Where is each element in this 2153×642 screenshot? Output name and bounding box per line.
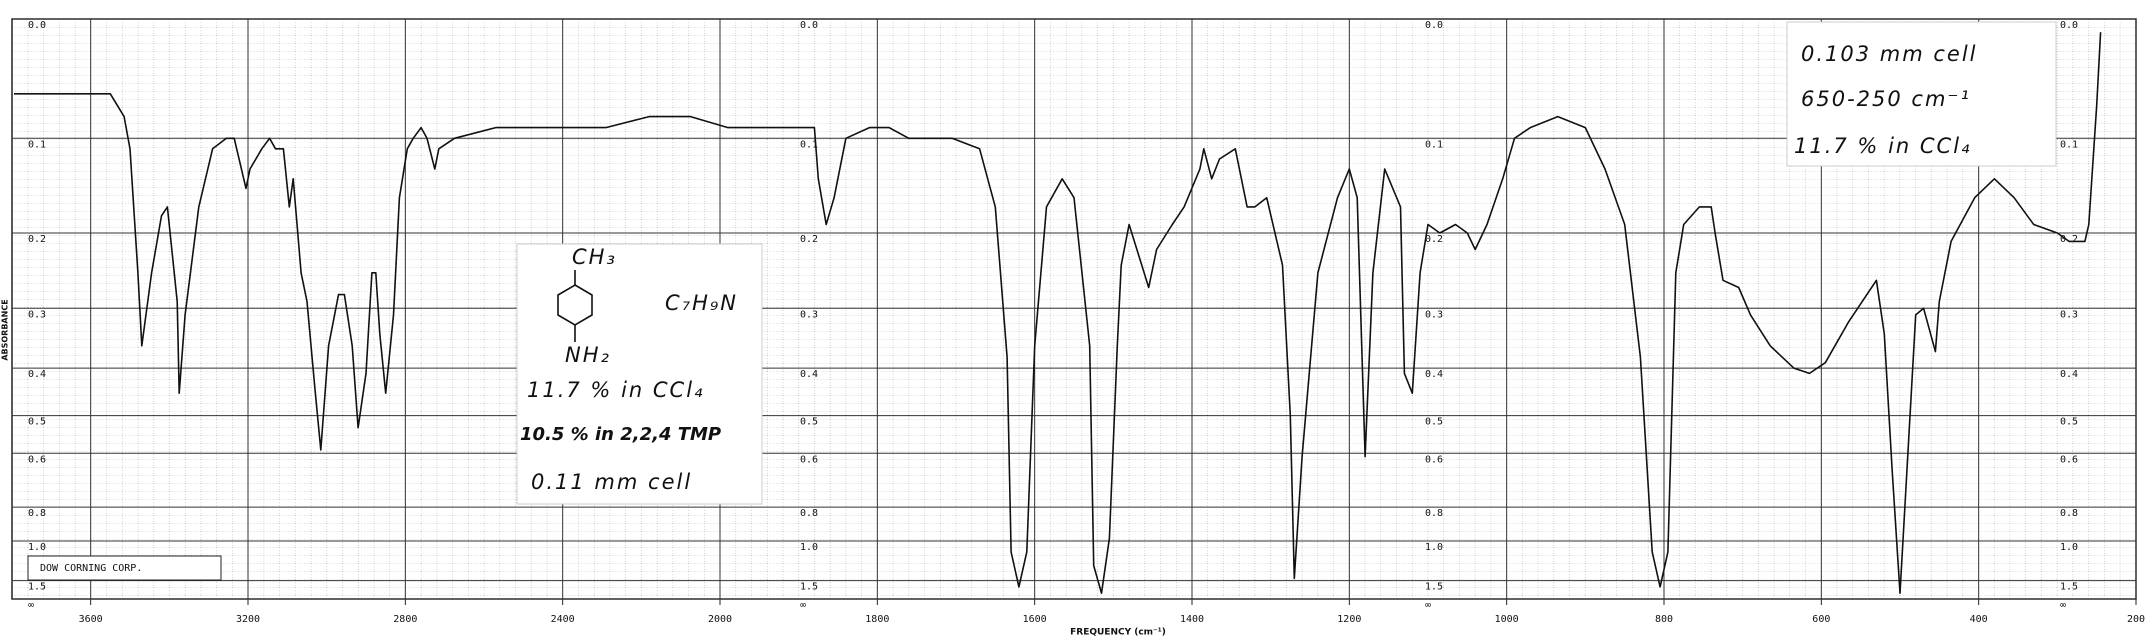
y-tick-label: 0.8 (2060, 508, 2078, 519)
y-tick-label: 0.8 (1425, 508, 1443, 519)
y-tick-label: 0.0 (800, 20, 818, 31)
note-box (516, 243, 763, 505)
y-tick-label: 0.4 (28, 369, 46, 380)
formula: C₇H₉N (665, 291, 738, 315)
y-tick-label: 0.0 (2060, 20, 2078, 31)
y-tick-label: 0.6 (2060, 454, 2078, 465)
y-tick-label: ∞ (2060, 600, 2066, 611)
y-tick-label: 0.3 (2060, 309, 2078, 320)
y-tick-label: 0.5 (800, 417, 818, 428)
y-tick-label: 0.3 (1425, 309, 1443, 320)
y-tick-label: ∞ (800, 600, 806, 611)
y-tick-label: 0.5 (1425, 417, 1443, 428)
minor-grid (12, 19, 2136, 599)
x-tick-label: 1200 (1337, 614, 1361, 625)
x-tick-label: 400 (1970, 614, 1988, 625)
y-tick-label: 0.2 (28, 234, 46, 245)
y-tick-label: 0.1 (28, 139, 46, 150)
y-tick-label: ∞ (28, 600, 34, 611)
y-axis-title: ABSORBANCE (1, 299, 10, 360)
y-tick-label: ∞ (1425, 600, 1431, 611)
concentration: 10.5 % in 2,2,4 TMP (520, 424, 721, 445)
amine-label: NH₂ (565, 343, 611, 367)
x-tick-label: 800 (1655, 614, 1673, 625)
y-tick-label: 0.3 (28, 309, 46, 320)
y-tick-label: 0.0 (28, 20, 46, 31)
x-tick-label: 1400 (1180, 614, 1204, 625)
concentration: 11.7 % in CCl₄ (1794, 134, 1971, 158)
x-tick-label: 1600 (1023, 614, 1047, 625)
note-box (1786, 21, 2057, 167)
y-tick-label: 0.2 (2060, 234, 2078, 245)
y-tick-label: 0.0 (1425, 20, 1443, 31)
y-tick-label: 1.0 (28, 542, 46, 553)
y-tick-label: 0.5 (28, 417, 46, 428)
x-tick-label: 2800 (393, 614, 417, 625)
y-tick-label: 0.8 (800, 508, 818, 519)
cell-note: 0.103 mm cell (1801, 42, 1978, 66)
y-tick-label: 1.5 (2060, 582, 2078, 593)
y-tick-label: 0.6 (28, 454, 46, 465)
spectrum (14, 32, 2102, 594)
range-note: 0.103 mm cell 650-250 cm⁻¹ 11.7 % in CCl… (1786, 21, 2057, 167)
y-tick-label: 1.0 (2060, 542, 2078, 553)
concentration: 11.7 % in CCl₄ (527, 378, 704, 402)
company: DOW CORNING CORP. (40, 563, 142, 574)
methyl-label: CH₃ (572, 245, 617, 269)
x-tick-label: 2400 (551, 614, 575, 625)
x-tick-label: 200 (2127, 614, 2145, 625)
spectrum-line (14, 32, 2102, 594)
structure-note: CH₃ NH₂ C₇H₉N 11.7 % in CCl₄ 10.5 % in 2… (516, 243, 763, 505)
range-note-text: 650-250 cm⁻¹ (1801, 87, 1971, 111)
x-tick-label: 1000 (1495, 614, 1519, 625)
x-tick-label: 3200 (236, 614, 260, 625)
x-tick-label: 3600 (79, 614, 103, 625)
x-tick-label: 1800 (865, 614, 889, 625)
cell-note: 0.11 mm cell (531, 470, 692, 494)
x-tick-label: 2000 (708, 614, 732, 625)
y-tick-label: 1.0 (800, 542, 818, 553)
y-tick-label: 0.2 (1425, 234, 1443, 245)
x-axis-title: FREQUENCY (cm⁻¹) (1070, 628, 1166, 638)
y-tick-label: 0.5 (2060, 417, 2078, 428)
y-tick-label: 0.6 (800, 454, 818, 465)
y-tick-label: 0.2 (800, 234, 818, 245)
y-tick-label: 1.0 (1425, 542, 1443, 553)
y-tick-label: 0.1 (1425, 139, 1443, 150)
y-tick-label: 1.5 (28, 582, 46, 593)
y-tick-label: 0.1 (800, 139, 818, 150)
y-tick-label: 0.6 (1425, 454, 1443, 465)
y-tick-label: 0.1 (2060, 139, 2078, 150)
y-tick-label: 0.4 (2060, 369, 2078, 380)
y-tick-label: 1.5 (1425, 582, 1443, 593)
x-tick-label: 600 (1812, 614, 1830, 625)
y-tick-label: 0.4 (1425, 369, 1443, 380)
y-tick-label: 1.5 (800, 582, 818, 593)
y-tick-label: 0.4 (800, 369, 818, 380)
y-tick-label: 0.8 (28, 508, 46, 519)
y-tick-label: 0.3 (800, 309, 818, 320)
company-box (27, 555, 222, 581)
